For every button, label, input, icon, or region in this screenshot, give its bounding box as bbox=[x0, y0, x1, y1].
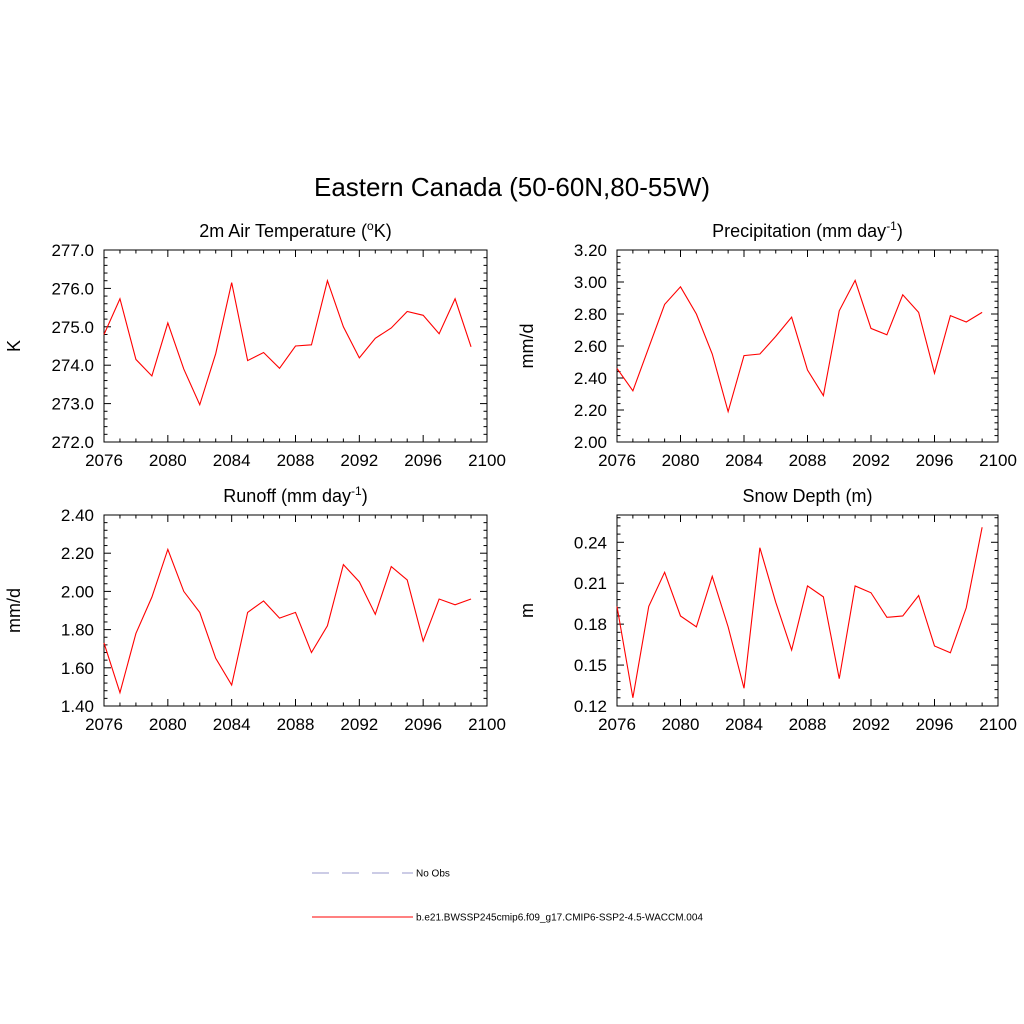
y-tick-label: 2.80 bbox=[574, 305, 607, 324]
y-axis-label: mm/d bbox=[517, 324, 537, 369]
panels: 2076 2080 2084 2088 2092 2096 2100 272.0 273.0 27… bbox=[4, 219, 1017, 734]
x-tick-label: 2100 bbox=[979, 715, 1017, 734]
panel-title-superscript: o bbox=[367, 219, 374, 233]
legend: No Obs b.e21.BWSSP245cmip6.f09_g17.CMIP6-… bbox=[312, 869, 703, 924]
panel-title: 2m Air Temperature (oK) bbox=[199, 219, 391, 241]
y-tick-label: 2.40 bbox=[61, 506, 94, 525]
y-tick-label: 1.80 bbox=[61, 621, 94, 640]
y-tick-label: 273.0 bbox=[51, 395, 94, 414]
y-tick-label: 277.0 bbox=[51, 241, 94, 260]
y-tick-label: 276.0 bbox=[51, 279, 94, 298]
series-line-1 bbox=[616, 278, 983, 414]
plot-frame bbox=[616, 249, 999, 443]
y-tick-label: 2.40 bbox=[574, 369, 607, 388]
panel-title-superscript: -1 bbox=[351, 484, 362, 498]
chart-panel-4: 2076 2080 2084 2088 2092 2096 2100 0.12 0.15 0.18… bbox=[517, 486, 1017, 734]
chart-panel-2: 2076 2080 2084 2088 2092 2096 2100 2.00 2.20 2.40… bbox=[517, 219, 1017, 470]
x-tick-label: 2096 bbox=[404, 715, 442, 734]
chart-panel-3: 2076 2080 2084 2088 2092 2096 2100 1.40 1.60 1.80… bbox=[4, 484, 506, 734]
y-tick-label: 275.0 bbox=[51, 318, 94, 337]
panel-title-tail: ) bbox=[362, 486, 368, 506]
x-tick-label: 2080 bbox=[149, 715, 187, 734]
series-line-1 bbox=[103, 278, 472, 407]
y-tick-label: 272.0 bbox=[51, 433, 94, 452]
series-line-1 bbox=[103, 547, 472, 695]
x-tick-label: 2076 bbox=[598, 715, 636, 734]
series-line-1 bbox=[616, 527, 983, 698]
x-tick-label: 2076 bbox=[598, 451, 636, 470]
plot-frame bbox=[616, 514, 999, 707]
panel-title-main: Runoff (mm day bbox=[223, 486, 351, 506]
x-tick-label: 2100 bbox=[468, 451, 506, 470]
chart-panel-1: 2076 2080 2084 2088 2092 2096 2100 272.0 273.0 27… bbox=[4, 219, 506, 470]
panel-title-main: Precipitation (mm day bbox=[712, 221, 886, 241]
x-tick-label: 2092 bbox=[852, 715, 890, 734]
y-tick-label: 0.21 bbox=[574, 574, 607, 593]
x-tick-label: 2088 bbox=[277, 451, 315, 470]
x-tick-label: 2088 bbox=[277, 715, 315, 734]
x-tick-label: 2100 bbox=[979, 451, 1017, 470]
x-tick-label: 2076 bbox=[85, 451, 123, 470]
y-tick-label: 274.0 bbox=[51, 356, 94, 375]
x-tick-label: 2084 bbox=[213, 451, 251, 470]
x-tick-label: 2080 bbox=[149, 451, 187, 470]
plot-frame bbox=[103, 514, 488, 707]
x-tick-label: 2076 bbox=[85, 715, 123, 734]
x-tick-label: 2092 bbox=[852, 451, 890, 470]
x-tick-label: 2084 bbox=[725, 451, 763, 470]
panel-title-tail: K) bbox=[374, 221, 392, 241]
y-tick-label: 0.18 bbox=[574, 615, 607, 634]
panel-title: Snow Depth (m) bbox=[742, 486, 872, 506]
y-axis-label: mm/d bbox=[4, 588, 24, 633]
y-tick-label: 3.20 bbox=[574, 241, 607, 260]
y-tick-label: 1.40 bbox=[61, 697, 94, 716]
x-tick-label: 2088 bbox=[789, 715, 827, 734]
figure-title: Eastern Canada (50-60N,80-55W) bbox=[314, 172, 710, 202]
legend-label-2: b.e21.BWSSP245cmip6.f09_g17.CMIP6-SSP2-4… bbox=[416, 913, 703, 924]
y-tick-label: 2.20 bbox=[61, 544, 94, 563]
x-tick-label: 2100 bbox=[468, 715, 506, 734]
y-tick-label: 0.24 bbox=[574, 533, 607, 552]
x-tick-label: 2096 bbox=[916, 715, 954, 734]
y-tick-label: 0.12 bbox=[574, 697, 607, 716]
panel-title: Runoff (mm day-1) bbox=[223, 484, 367, 506]
y-axis-label: m bbox=[517, 603, 537, 618]
x-tick-label: 2080 bbox=[662, 715, 700, 734]
x-tick-label: 2088 bbox=[789, 451, 827, 470]
legend-label-1: No Obs bbox=[416, 869, 450, 880]
y-tick-label: 2.00 bbox=[61, 582, 94, 601]
panel-title-tail: ) bbox=[897, 221, 903, 241]
panel-title-main: 2m Air Temperature ( bbox=[199, 221, 367, 241]
y-tick-label: 2.20 bbox=[574, 401, 607, 420]
panel-title: Precipitation (mm day-1) bbox=[712, 219, 903, 241]
y-tick-label: 1.60 bbox=[61, 659, 94, 678]
x-tick-label: 2080 bbox=[662, 451, 700, 470]
x-tick-label: 2084 bbox=[213, 715, 251, 734]
panel-title-superscript: -1 bbox=[886, 219, 897, 233]
y-tick-label: 3.00 bbox=[574, 273, 607, 292]
x-tick-label: 2096 bbox=[404, 451, 442, 470]
x-tick-label: 2096 bbox=[916, 451, 954, 470]
x-tick-label: 2092 bbox=[340, 715, 378, 734]
panel-title-main: Snow Depth (m) bbox=[742, 486, 872, 506]
y-tick-label: 0.15 bbox=[574, 656, 607, 675]
x-tick-label: 2084 bbox=[725, 715, 763, 734]
y-tick-label: 2.60 bbox=[574, 337, 607, 356]
y-axis-label: K bbox=[4, 340, 24, 352]
y-tick-label: 2.00 bbox=[574, 433, 607, 452]
x-tick-label: 2092 bbox=[340, 451, 378, 470]
